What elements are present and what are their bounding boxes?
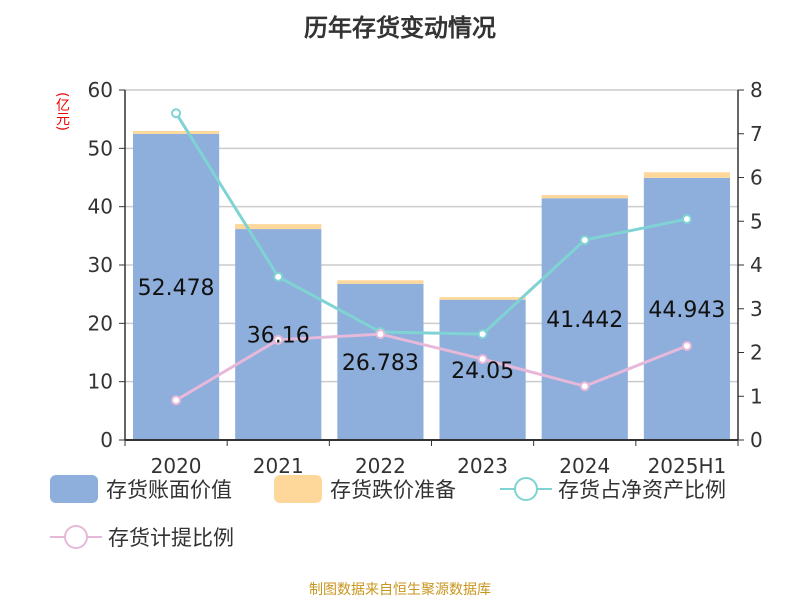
y2-tick-label: 7 xyxy=(750,122,763,146)
legend-label: 存货账面价值 xyxy=(106,478,232,502)
legend-item-provision-ratio[interactable]: 存货计提比例 xyxy=(50,522,234,552)
y2-tick-label: 4 xyxy=(750,253,763,277)
legend-item-net-asset-ratio[interactable]: 存货占净资产比例 xyxy=(500,474,726,504)
x-tick-label: 2021 xyxy=(253,454,304,478)
legend-item-book-value[interactable]: 存货账面价值 xyxy=(50,474,232,504)
bar-book-value xyxy=(337,283,424,440)
y-tick-label: 10 xyxy=(88,370,113,394)
y2-tick-label: 3 xyxy=(750,297,763,321)
legend-label: 存货计提比例 xyxy=(108,526,234,550)
bar-data-label: 36.16 xyxy=(247,324,310,349)
legend-swatch xyxy=(50,475,98,503)
line-point xyxy=(273,334,284,345)
line-point xyxy=(579,235,590,246)
line-point xyxy=(477,329,488,340)
line-point xyxy=(171,395,182,406)
x-tick-label: 2020 xyxy=(151,454,202,478)
y-tick-label: 50 xyxy=(88,136,113,160)
line-point xyxy=(681,214,692,225)
source-note: 制图数据来自恒生聚源数据库 xyxy=(309,582,491,598)
y2-tick-label: 8 xyxy=(750,78,763,102)
y-tick-label: 60 xyxy=(88,78,113,102)
y-tick-label: 20 xyxy=(88,311,113,335)
x-tick-label: 2025H1 xyxy=(648,454,727,478)
bar-data-label: 52.478 xyxy=(138,276,215,301)
y-tick-label: 40 xyxy=(88,195,113,219)
bar-reserve xyxy=(337,280,424,284)
legend-item-reserve[interactable]: 存货跌价准备 xyxy=(274,474,456,504)
legend-line-marker xyxy=(500,477,552,501)
y2-tick-label: 6 xyxy=(750,166,763,190)
legend-label: 存货占净资产比例 xyxy=(558,478,726,502)
y2-tick-label: 5 xyxy=(750,209,763,233)
bar-reserve xyxy=(643,172,730,178)
line-point xyxy=(273,271,284,282)
bar-data-label: 44.943 xyxy=(648,298,725,323)
x-tick-label: 2024 xyxy=(559,454,610,478)
y2-tick-label: 2 xyxy=(750,341,763,365)
bar-book-value xyxy=(439,299,526,440)
legend-label: 存货跌价准备 xyxy=(330,478,456,502)
y-tick-label: 30 xyxy=(88,253,113,277)
legend-swatch xyxy=(274,475,322,503)
y2-tick-label: 1 xyxy=(750,384,763,408)
line-series xyxy=(174,112,688,336)
line-series xyxy=(175,332,688,402)
y-axis-unit: (亿元) xyxy=(54,92,70,131)
y-tick-label: 0 xyxy=(100,428,113,452)
bar-reserve xyxy=(235,224,322,230)
bar-data-label: 41.442 xyxy=(546,308,623,333)
bar-reserve xyxy=(133,130,220,134)
y2-tick-label: 0 xyxy=(750,428,763,452)
legend-line-marker xyxy=(50,525,102,549)
chart-title: 历年存货变动情况 xyxy=(304,14,496,42)
bar-data-label: 26.783 xyxy=(342,351,419,376)
bar-reserve xyxy=(541,194,628,199)
line-point xyxy=(171,108,182,119)
bar-book-value xyxy=(235,229,322,440)
line-point xyxy=(579,381,590,392)
x-tick-label: 2023 xyxy=(457,454,508,478)
bar-reserve xyxy=(439,297,526,300)
line-point xyxy=(477,354,488,365)
line-point xyxy=(375,329,386,340)
bar-book-value xyxy=(133,133,220,440)
bar-data-label: 24.05 xyxy=(451,359,514,384)
line-point xyxy=(681,340,692,351)
x-tick-label: 2022 xyxy=(355,454,406,478)
